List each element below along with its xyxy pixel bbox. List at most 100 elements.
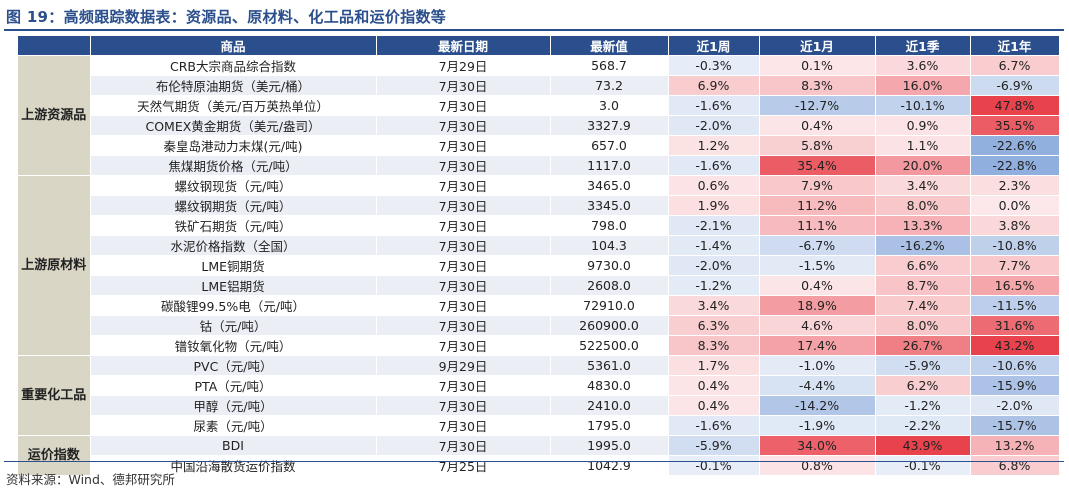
change-1-week: 1.9%: [668, 195, 760, 216]
change-1-week: -1.4%: [668, 235, 760, 256]
table-row: 焦煤期货价格（元/吨） 7月30日 1117.0 -1.6% 35.4% 20.0% -22…: [18, 155, 1060, 176]
commodity-name: 水泥价格指数（全国）: [90, 235, 377, 256]
change-1-year: -15.7%: [970, 415, 1060, 436]
change-1-quarter: 26.7%: [875, 335, 971, 356]
change-1-week: -5.9%: [668, 435, 760, 456]
change-1-quarter: 8.0%: [875, 315, 971, 336]
table-row: LME铜期货 7月30日 9730.0 -2.0% -1.5% 6.6% 7.7%: [18, 255, 1060, 276]
change-1-month: 18.9%: [759, 295, 876, 316]
commodity-name: 钴（元/吨）: [90, 315, 377, 336]
figure-title: 图 19：高频跟踪数据表：资源品、原材料、化工品和运价指数等: [6, 8, 447, 26]
change-1-year: 6.7%: [970, 55, 1060, 76]
latest-date: 7月30日: [376, 115, 551, 136]
change-1-quarter: 8.0%: [875, 195, 971, 216]
change-1-week: -2.0%: [668, 115, 760, 136]
change-1-month: 0.1%: [759, 55, 876, 76]
change-1-month: -14.2%: [759, 395, 876, 416]
commodity-name: 秦皇岛港动力末煤(元/吨): [90, 135, 377, 156]
change-1-month: -6.7%: [759, 235, 876, 256]
change-1-week: 1.2%: [668, 135, 760, 156]
change-1-month: -1.5%: [759, 255, 876, 276]
change-1-year: 13.2%: [970, 435, 1060, 456]
commodity-name: 焦煤期货价格（元/吨）: [90, 155, 377, 176]
table-row: 钴（元/吨） 7月30日 260900.0 6.3% 4.6% 8.0% 31.6%: [18, 315, 1060, 336]
table-row: 尿素（元/吨） 7月30日 1795.0 -1.6% -1.9% -2.2% -15.7%: [18, 415, 1060, 436]
table-row: 秦皇岛港动力末煤(元/吨) 7月30日 657.0 1.2% 5.8% 1.1% -22.6…: [18, 135, 1060, 156]
change-1-quarter: 6.2%: [875, 375, 971, 396]
table-row: 上游资源品 CRB大宗商品综合指数 7月29日 568.7 -0.3% 0.1% 3.6% 6…: [18, 55, 1060, 176]
commodity-name: 碳酸锂99.5%电（元/吨）: [90, 295, 377, 316]
change-1-month: 0.4%: [759, 275, 876, 296]
table-row: 螺纹钢期货（元/吨） 7月30日 3345.0 1.9% 11.2% 8.0% 0.0%: [18, 195, 1060, 216]
latest-value: 5361.0: [550, 355, 669, 376]
change-1-year: 47.8%: [970, 95, 1060, 116]
change-1-quarter: 7.4%: [875, 295, 971, 316]
category-label: 上游原材料: [18, 175, 91, 356]
header-category: [18, 36, 91, 56]
table-body: 上游资源品 CRB大宗商品综合指数 7月29日 568.7 -0.3% 0.1% 3.6% 6…: [18, 55, 1060, 476]
table-row: 铁矿石期货（元/吨） 7月30日 798.0 -2.1% 11.1% 13.3% 3.8%: [18, 215, 1060, 236]
change-1-week: 6.3%: [668, 315, 760, 336]
latest-date: 7月30日: [376, 175, 551, 196]
header-latest-value: 最新值: [550, 36, 669, 56]
latest-date: 7月25日: [376, 455, 551, 476]
change-1-quarter: 43.9%: [875, 435, 971, 456]
table-row: 甲醇（元/吨） 7月30日 2410.0 0.4% -14.2% -1.2% -2.0%: [18, 395, 1060, 416]
table-row: 水泥价格指数（全国） 7月30日 104.3 -1.4% -6.7% -16.2% -10.…: [18, 235, 1060, 256]
change-1-year: -6.9%: [970, 75, 1060, 96]
commodity-name: 镨钕氧化物（元/吨）: [90, 335, 377, 356]
change-1-week: 0.6%: [668, 175, 760, 196]
bottom-divider: [4, 461, 1064, 462]
change-1-quarter: 3.4%: [875, 175, 971, 196]
commodity-name: 螺纹钢现货（元/吨）: [90, 175, 377, 196]
change-1-month: 17.4%: [759, 335, 876, 356]
table-row: 上游原材料 螺纹钢现货（元/吨） 7月30日 3465.0 0.6% 7.9% 3.4% 2.…: [18, 175, 1060, 356]
latest-value: 568.7: [550, 55, 669, 76]
header-1-month: 近1月: [759, 36, 876, 56]
change-1-quarter: -1.2%: [875, 395, 971, 416]
change-1-week: 1.7%: [668, 355, 760, 376]
latest-value: 1995.0: [550, 435, 669, 456]
latest-value: 72910.0: [550, 295, 669, 316]
latest-value: 1117.0: [550, 155, 669, 176]
commodity-name: 螺纹钢期货（元/吨）: [90, 195, 377, 216]
change-1-quarter: 8.7%: [875, 275, 971, 296]
change-1-month: 0.8%: [759, 455, 876, 476]
header-latest-date: 最新日期: [376, 36, 551, 56]
latest-date: 7月30日: [376, 215, 551, 236]
commodity-name: COMEX黄金期货（美元/盎司）: [90, 115, 377, 136]
latest-date: 7月29日: [376, 55, 551, 76]
change-1-month: -1.9%: [759, 415, 876, 436]
change-1-week: -1.6%: [668, 415, 760, 436]
table-row: LME铝期货 7月30日 2608.0 -1.2% 0.4% 8.7% 16.5%: [18, 275, 1060, 296]
table-header-row: 商品 最新日期 最新值 近1周 近1月 近1季 近1年: [18, 36, 1060, 56]
latest-date: 7月30日: [376, 275, 551, 296]
change-1-month: -1.0%: [759, 355, 876, 376]
category-label: 重要化工品: [18, 355, 91, 436]
change-1-week: -1.6%: [668, 155, 760, 176]
change-1-year: -22.8%: [970, 155, 1060, 176]
change-1-month: 7.9%: [759, 175, 876, 196]
change-1-week: -1.6%: [668, 95, 760, 116]
commodity-name: 甲醇（元/吨）: [90, 395, 377, 416]
table-row: 重要化工品 PVC（元/吨） 9月29日 5361.0 1.7% -1.0% -5.9% -1…: [18, 355, 1060, 436]
change-1-year: 35.5%: [970, 115, 1060, 136]
commodity-table: 商品 最新日期 最新值 近1周 近1月 近1季 近1年 上游资源品 CRB大宗商品…: [18, 36, 1060, 476]
latest-date: 7月30日: [376, 375, 551, 396]
change-1-quarter: -2.2%: [875, 415, 971, 436]
change-1-year: 3.8%: [970, 215, 1060, 236]
header-commodity: 商品: [90, 36, 377, 56]
change-1-month: 11.1%: [759, 215, 876, 236]
change-1-month: 5.8%: [759, 135, 876, 156]
change-1-quarter: -16.2%: [875, 235, 971, 256]
change-1-year: 16.5%: [970, 275, 1060, 296]
change-1-quarter: 20.0%: [875, 155, 971, 176]
latest-value: 3.0: [550, 95, 669, 116]
latest-date: 7月30日: [376, 235, 551, 256]
commodity-name: 天然气期货（美元/百万英热单位）: [90, 95, 377, 116]
latest-value: 1795.0: [550, 415, 669, 436]
header-1-quarter: 近1季: [875, 36, 971, 56]
change-1-month: -12.7%: [759, 95, 876, 116]
change-1-quarter: 13.3%: [875, 215, 971, 236]
table-row: 运价指数 BDI 7月30日 1995.0 -5.9% 34.0% 43.9% 13.2%: [18, 435, 1060, 476]
